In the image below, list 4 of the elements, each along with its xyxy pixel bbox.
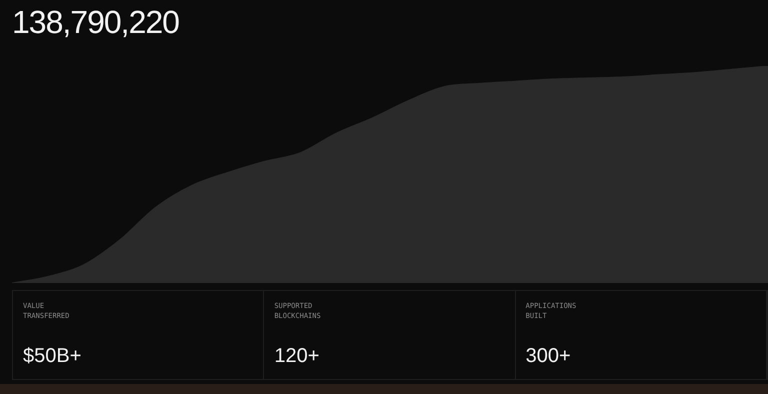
text: $50B+ xyxy=(23,345,82,368)
chart-title: 138,790,220 xyxy=(12,4,179,41)
text: 300+ xyxy=(526,345,571,368)
text: 120+ xyxy=(274,345,320,368)
